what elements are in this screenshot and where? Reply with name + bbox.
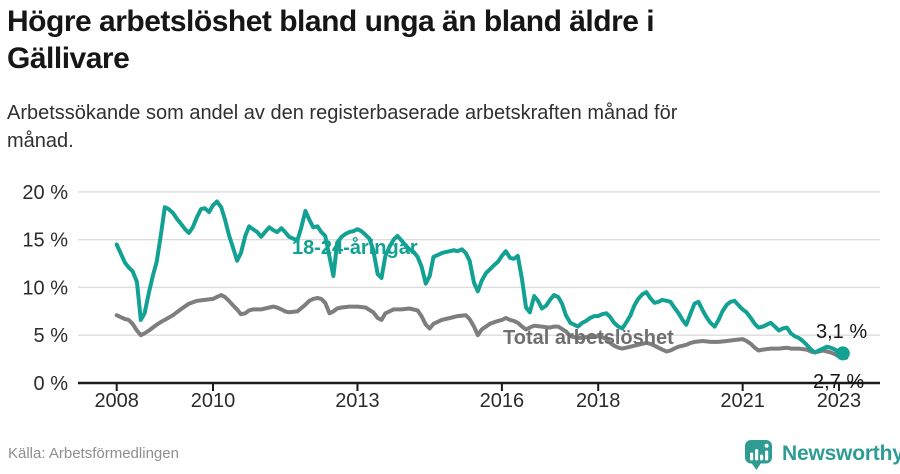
y-axis-label: 15 % [22, 230, 68, 252]
page-subtitle-line-2: månad. [7, 130, 74, 152]
series-line-total [114, 293, 849, 360]
page-subtitle-line-1: Arbetssökande som andel av den registerb… [7, 102, 678, 124]
series-label-total: Total arbetslöshet [503, 327, 674, 349]
y-axis-label: 5 % [34, 325, 69, 347]
series-end-dot [835, 346, 850, 361]
page-title-line-1: Högre arbetslöshet bland unga än bland ä… [7, 5, 655, 38]
page-title-line-2: Gällivare [7, 42, 130, 75]
x-axis-label: 2013 [335, 390, 380, 412]
unemployment-line-chart: 2008 2010 2013 2016 2018 2021 2023 0 % 5 % 10 % 15… [22, 182, 880, 412]
newsworthy-logo[interactable]: Newsworthy [742, 436, 900, 471]
x-axis-label: 2010 [191, 390, 236, 412]
bar-chart-speech-bubble-icon [745, 440, 772, 470]
y-axis-label: 0 % [34, 373, 69, 395]
x-axis-label: 2021 [720, 390, 765, 412]
series-line-youth [114, 199, 845, 356]
page-subtitle: Arbetssökande som andel av den registerb… [7, 99, 887, 155]
x-axis-label: 2023 [817, 390, 862, 412]
end-value-label-total: 2,7 % [813, 371, 864, 393]
y-axis-label: 10 % [22, 277, 68, 299]
series-label-youth: 18-24-åringar [292, 236, 418, 259]
y-axis-label: 20 % [22, 182, 68, 204]
brand-name: Newsworthy [782, 441, 900, 465]
end-value-label-youth: 3,1 % [816, 321, 867, 343]
page-title: Högre arbetslöshet bland unga än bland ä… [7, 3, 887, 77]
x-axis-label: 2018 [576, 390, 621, 412]
x-axis-label: 2008 [94, 390, 139, 412]
source-note: Källa: Arbetsförmedlingen [8, 445, 179, 462]
x-axis-label: 2016 [480, 390, 525, 412]
